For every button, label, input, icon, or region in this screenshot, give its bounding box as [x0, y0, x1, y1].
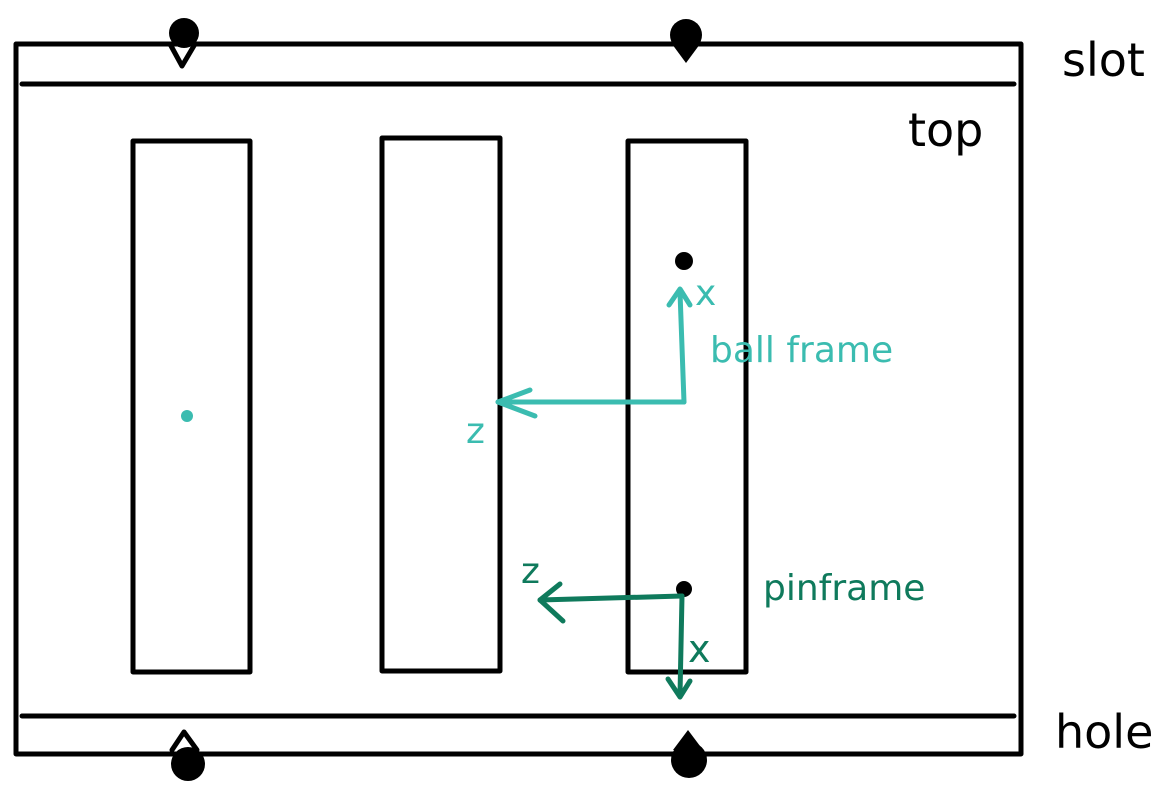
pin-frame-label: pinframe [763, 568, 925, 609]
bar-middle [379, 135, 503, 674]
pin-frame-x-label: x [688, 627, 711, 671]
ball-frame-axes [495, 286, 693, 419]
pin-point-dot [676, 581, 692, 597]
top-pin-right [670, 19, 702, 63]
bar-left [130, 138, 253, 675]
bottom-pin-right [671, 730, 707, 778]
outer-plate [13, 41, 1024, 757]
pin-frame-axes [537, 581, 693, 700]
ball-frame-z-label: z [466, 411, 485, 452]
top-label: top [908, 103, 983, 157]
top-pin-left [167, 18, 199, 69]
hole-label: hole [1055, 705, 1153, 759]
bar-right [625, 138, 749, 675]
ball-point-dot [675, 252, 693, 270]
left-bar-center-dot [181, 410, 193, 422]
pin-frame-z-label: z [521, 551, 540, 592]
slot-label: slot [1062, 33, 1145, 87]
bottom-pin-left [169, 729, 205, 781]
ball-frame-x-label: x [695, 273, 716, 314]
ball-frame-label: ball frame [710, 330, 893, 371]
